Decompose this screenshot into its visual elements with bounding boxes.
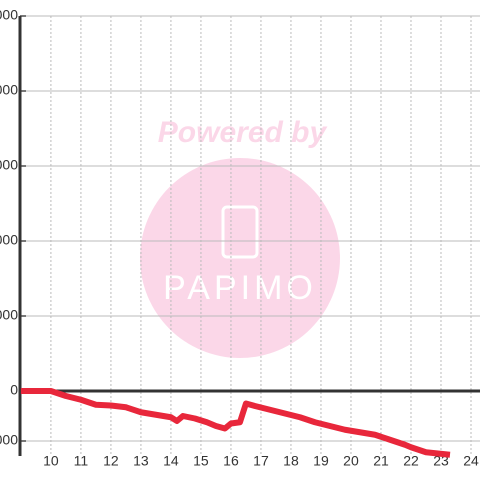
watermark: Powered by PAPIMO: [140, 116, 340, 358]
x-tick-label: 20: [343, 453, 359, 469]
x-tick-label: 13: [133, 453, 149, 469]
x-tick-label: 15: [193, 453, 209, 469]
x-tick-label: 11: [74, 453, 89, 469]
data-line: [20, 388, 451, 458]
y-tick-label: 150,000: [0, 7, 18, 23]
watermark-logo: PAPIMO: [163, 269, 317, 307]
x-tick-label: 17: [253, 453, 269, 469]
x-tick-label: 16: [223, 453, 239, 469]
x-tick-label: 22: [403, 453, 419, 469]
x-tick-label: 12: [103, 453, 119, 469]
y-tick-label: 30,000: [0, 307, 18, 323]
y-tick-label: 90,000: [0, 157, 18, 173]
x-tick-label: 14: [163, 453, 179, 469]
watermark-text: Powered by: [158, 116, 328, 149]
y-tick-label: -20,000: [0, 432, 18, 448]
watermark-icon: [221, 205, 259, 259]
x-tick-label: 10: [43, 453, 59, 469]
x-tick-label: 18: [283, 453, 299, 469]
y-tick-label: 0: [10, 382, 18, 398]
x-tick-label: 19: [313, 453, 329, 469]
y-tick-label: 60,000: [0, 232, 18, 248]
y-tick-label: 120,000: [0, 82, 18, 98]
x-tick-label: 24: [463, 453, 479, 469]
x-tick-label: 21: [373, 453, 389, 469]
